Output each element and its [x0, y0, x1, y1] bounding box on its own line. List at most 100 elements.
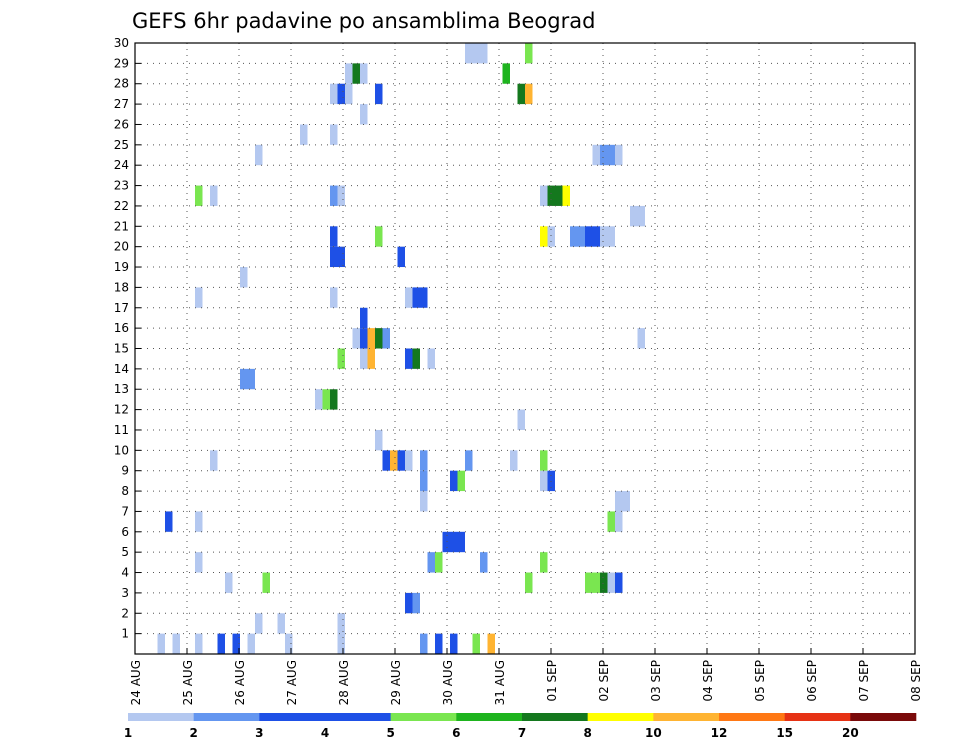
colorbar-swatch	[587, 713, 654, 721]
precip-cell	[465, 450, 473, 471]
colorbar-swatch	[719, 713, 785, 721]
precip-cell	[420, 287, 428, 308]
y-tick-label: 26	[114, 117, 129, 131]
y-tick-label: 2	[121, 606, 129, 620]
precip-cell	[465, 43, 473, 64]
precip-cell	[450, 531, 458, 553]
precip-cell	[600, 144, 608, 166]
precip-cell	[592, 226, 600, 247]
x-tick-label: 01 SEP	[545, 660, 559, 702]
precip-cell	[367, 328, 375, 349]
colorbar-label: 20	[842, 726, 859, 740]
y-tick-label: 30	[114, 36, 129, 50]
grid-layer	[135, 43, 915, 654]
colorbar-label: 12	[711, 726, 728, 740]
x-tick-label: 04 SEP	[701, 660, 715, 702]
colorbar-label: 5	[386, 726, 394, 740]
precip-cell	[540, 552, 548, 573]
precip-cell	[435, 633, 443, 654]
precip-cell	[247, 368, 255, 390]
precip-cell	[195, 633, 203, 654]
precip-cell	[405, 592, 413, 614]
precip-cell	[360, 307, 368, 329]
y-tick-label: 29	[114, 56, 129, 70]
y-tick-label: 7	[121, 504, 129, 518]
precip-cell	[517, 83, 525, 105]
precip-cell	[247, 633, 255, 654]
precip-cell	[330, 185, 338, 206]
y-tick-label: 21	[114, 219, 129, 233]
precip-cell	[255, 613, 263, 634]
precip-cell	[240, 368, 248, 390]
x-tick-label: 05 SEP	[753, 660, 767, 702]
colorbar-swatch	[456, 713, 523, 721]
precip-cell	[637, 328, 645, 349]
precip-cell	[592, 572, 600, 593]
y-tick-label: 14	[114, 362, 129, 376]
precip-cell	[487, 633, 495, 654]
precip-cell	[375, 429, 383, 451]
precip-cell	[630, 205, 638, 227]
precip-cell	[525, 43, 533, 64]
precip-cell	[345, 83, 353, 105]
colorbar-swatch	[390, 713, 457, 721]
precip-cell	[210, 185, 218, 206]
x-tick-label: 24 AUG	[129, 660, 143, 705]
colorbar-label: 15	[776, 726, 793, 740]
precip-cell	[337, 348, 345, 369]
precip-cell	[480, 43, 488, 64]
precip-cell	[577, 226, 585, 247]
precip-cell	[570, 226, 578, 247]
x-tick-label: 02 SEP	[597, 660, 611, 702]
precip-cell	[337, 633, 345, 654]
x-tick-label: 27 AUG	[285, 660, 299, 705]
precip-cell	[540, 470, 548, 492]
colorbar-label: 10	[645, 726, 662, 740]
x-tick-label: 30 AUG	[441, 660, 455, 705]
y-tick-label: 11	[114, 423, 129, 437]
y-tick-label: 20	[114, 240, 129, 254]
y-tick-label: 25	[114, 138, 129, 152]
precip-cell	[637, 205, 645, 227]
x-tick-label: 29 AUG	[389, 660, 403, 705]
chart-title: GEFS 6hr padavine po ansamblima Beograd	[132, 9, 595, 33]
precip-cell	[315, 389, 323, 410]
precip-cell	[285, 633, 293, 654]
x-tick-label: 06 SEP	[805, 660, 819, 702]
y-tick-label: 22	[114, 199, 129, 213]
y-tick-label: 12	[114, 403, 129, 417]
colorbar-label: 7	[518, 726, 526, 740]
precip-cell	[375, 83, 383, 105]
precip-cell	[420, 633, 428, 654]
colorbar-swatch	[522, 713, 588, 721]
precip-cell	[435, 552, 443, 573]
y-tick-label: 19	[114, 260, 129, 274]
precip-cell	[172, 633, 180, 654]
precip-cell	[607, 572, 615, 593]
precip-cell	[427, 348, 435, 369]
precip-cell	[352, 63, 360, 84]
precip-cell	[337, 246, 345, 268]
precip-cell	[157, 633, 165, 654]
precip-cell	[330, 124, 338, 145]
precip-cell	[555, 185, 563, 206]
precip-cell	[607, 144, 615, 166]
precip-cell	[472, 633, 480, 654]
precip-cell	[615, 491, 623, 512]
precip-cell	[337, 185, 345, 206]
precip-cell	[405, 287, 413, 308]
x-tick-label: 25 AUG	[181, 660, 195, 705]
precip-cell	[562, 185, 570, 206]
precip-cell	[337, 83, 345, 105]
precip-cell	[195, 552, 203, 573]
precip-cell	[615, 144, 623, 166]
precip-cell	[547, 226, 555, 247]
colorbar: 1 2 3 4 5 6 7 8 10 12 15 20	[124, 713, 917, 740]
precip-cell	[195, 185, 203, 206]
precip-cell	[502, 63, 510, 84]
colorbar-label: 2	[189, 726, 197, 740]
colorbar-swatch	[784, 713, 851, 721]
colorbar-label: 1	[124, 726, 132, 740]
precip-cell	[450, 633, 458, 654]
y-tick-label: 24	[114, 158, 129, 172]
